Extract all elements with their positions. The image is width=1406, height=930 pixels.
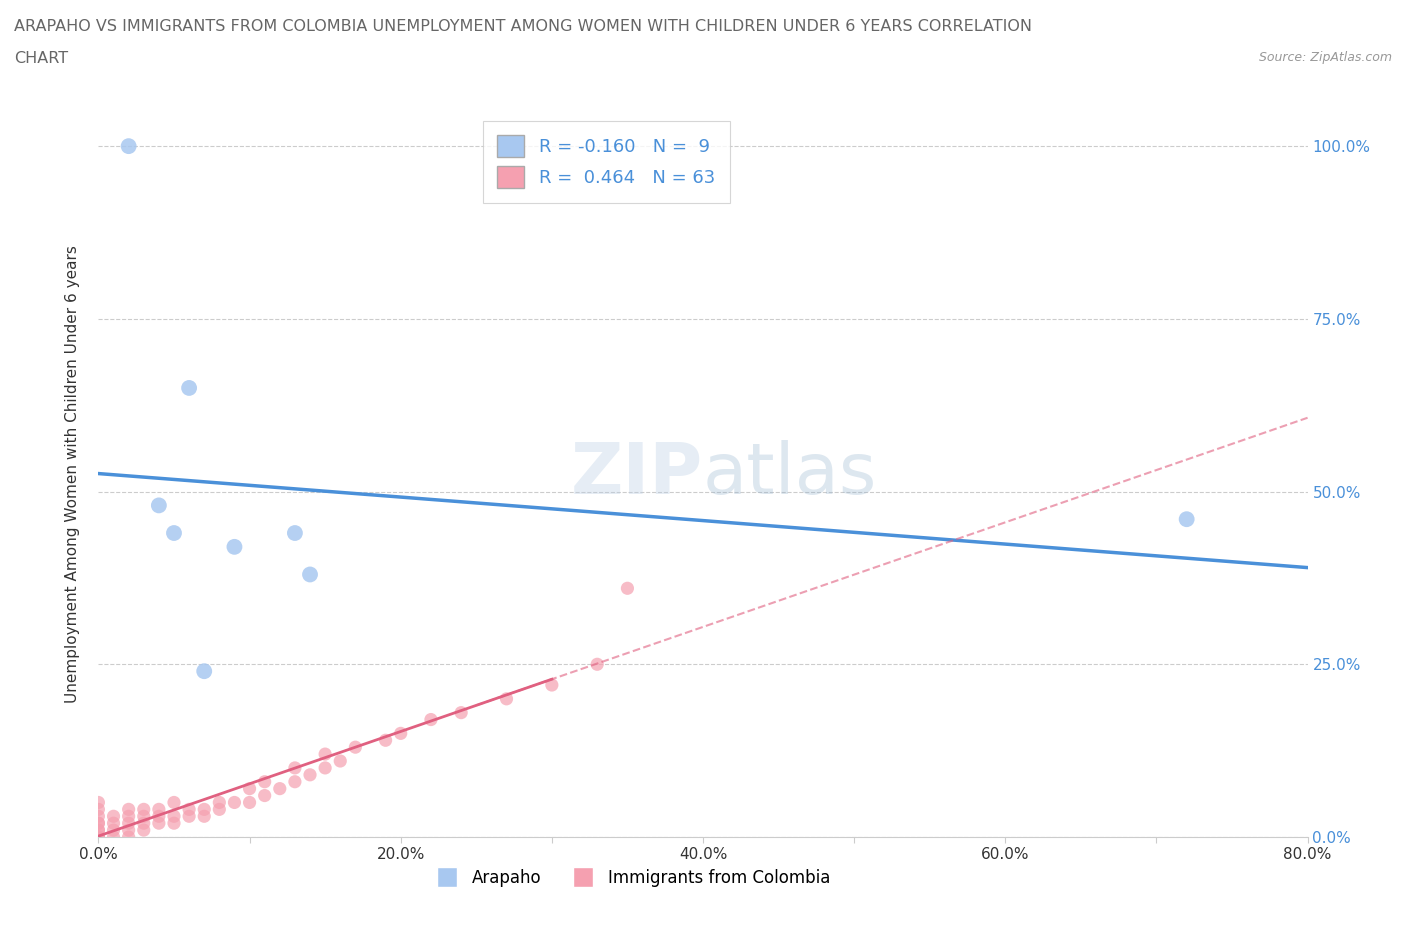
Point — [208, 802, 231, 817]
Point — [586, 657, 609, 671]
Point — [118, 830, 141, 844]
Point — [87, 830, 110, 844]
Text: Source: ZipAtlas.com: Source: ZipAtlas.com — [1258, 51, 1392, 64]
Point — [132, 816, 155, 830]
Point — [132, 809, 155, 824]
Point — [148, 802, 170, 817]
Point — [132, 802, 155, 817]
Point — [87, 816, 110, 830]
Point — [179, 809, 201, 824]
Point — [103, 823, 125, 838]
Point — [163, 795, 186, 810]
Point — [148, 809, 170, 824]
Point — [87, 830, 110, 844]
Point — [118, 139, 141, 153]
Point — [239, 795, 262, 810]
Point — [179, 802, 201, 817]
Point — [224, 795, 246, 810]
Point — [193, 809, 215, 824]
Point — [87, 802, 110, 817]
Text: ARAPAHO VS IMMIGRANTS FROM COLOMBIA UNEMPLOYMENT AMONG WOMEN WITH CHILDREN UNDER: ARAPAHO VS IMMIGRANTS FROM COLOMBIA UNEM… — [14, 19, 1032, 33]
Point — [495, 691, 517, 706]
Point — [420, 712, 443, 727]
Point — [299, 767, 322, 782]
Point — [253, 788, 276, 803]
Legend: Arapaho, Immigrants from Colombia: Arapaho, Immigrants from Colombia — [423, 863, 838, 894]
Point — [87, 816, 110, 830]
Point — [344, 739, 367, 754]
Point — [87, 830, 110, 844]
Point — [179, 380, 201, 395]
Text: atlas: atlas — [703, 440, 877, 509]
Point — [284, 775, 307, 790]
Point — [193, 802, 215, 817]
Point — [87, 809, 110, 824]
Point — [87, 795, 110, 810]
Point — [163, 816, 186, 830]
Point — [269, 781, 291, 796]
Point — [87, 823, 110, 838]
Point — [193, 664, 215, 679]
Point — [1175, 512, 1198, 526]
Point — [148, 498, 170, 512]
Y-axis label: Unemployment Among Women with Children Under 6 years: Unemployment Among Women with Children U… — [65, 246, 80, 703]
Text: ZIP: ZIP — [571, 440, 703, 509]
Point — [239, 781, 262, 796]
Point — [103, 809, 125, 824]
Point — [148, 816, 170, 830]
Point — [450, 705, 472, 720]
Point — [314, 761, 336, 776]
Point — [314, 747, 336, 762]
Point — [87, 823, 110, 838]
Text: CHART: CHART — [14, 51, 67, 66]
Point — [253, 775, 276, 790]
Point — [208, 795, 231, 810]
Point — [389, 726, 412, 741]
Point — [224, 539, 246, 554]
Point — [163, 525, 186, 540]
Point — [374, 733, 396, 748]
Point — [540, 678, 562, 693]
Point — [103, 816, 125, 830]
Point — [132, 823, 155, 838]
Point — [103, 830, 125, 844]
Point — [284, 525, 307, 540]
Point — [118, 823, 141, 838]
Point — [616, 581, 638, 596]
Point — [163, 809, 186, 824]
Point — [329, 753, 352, 768]
Point — [118, 802, 141, 817]
Point — [118, 816, 141, 830]
Point — [118, 809, 141, 824]
Point — [299, 567, 322, 582]
Point — [284, 761, 307, 776]
